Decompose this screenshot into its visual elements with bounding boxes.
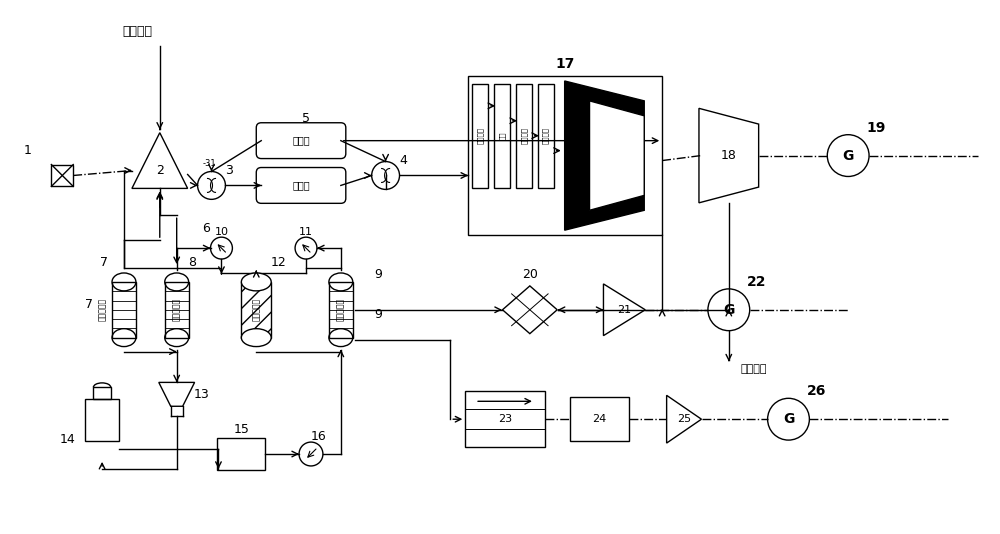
Text: 回冷换热器: 回冷换热器 <box>98 298 107 321</box>
Bar <box>165 282 189 337</box>
Text: 5: 5 <box>302 112 310 125</box>
Text: 15: 15 <box>233 422 249 436</box>
Text: 蓄冷换热器: 蓄冷换热器 <box>336 298 345 321</box>
Polygon shape <box>590 101 644 210</box>
Text: 26: 26 <box>807 384 826 398</box>
Text: 24: 24 <box>592 414 607 424</box>
Text: 4: 4 <box>400 154 407 167</box>
Text: 7: 7 <box>100 256 108 269</box>
Text: 9: 9 <box>375 269 383 281</box>
Bar <box>468 76 662 235</box>
Text: 23: 23 <box>498 414 512 424</box>
Bar <box>570 397 629 441</box>
Bar <box>538 84 554 189</box>
Bar <box>93 387 111 399</box>
Text: 16: 16 <box>311 430 327 443</box>
Text: 9: 9 <box>375 308 383 321</box>
Polygon shape <box>565 81 644 230</box>
Text: 12: 12 <box>270 256 286 269</box>
Bar <box>494 84 510 189</box>
Text: 19: 19 <box>866 121 886 135</box>
Text: 11: 11 <box>299 227 313 237</box>
Ellipse shape <box>241 329 271 347</box>
Text: 25: 25 <box>677 414 691 424</box>
Text: 10: 10 <box>214 227 228 237</box>
Text: 来自大气: 来自大气 <box>122 25 152 38</box>
Text: 21: 21 <box>617 305 631 315</box>
Text: 稀释空气: 稀释空气 <box>477 127 483 144</box>
Text: 储热罐: 储热罐 <box>292 180 310 191</box>
Text: -31: -31 <box>203 159 216 168</box>
Text: 22: 22 <box>747 275 766 289</box>
Text: 13: 13 <box>194 388 209 401</box>
Text: 17: 17 <box>555 57 575 71</box>
Text: 18: 18 <box>721 149 737 162</box>
Text: 3: 3 <box>225 164 233 177</box>
Text: 燃换空气: 燃换空气 <box>521 127 527 144</box>
Text: 6: 6 <box>203 222 210 235</box>
Bar <box>472 84 488 189</box>
Bar <box>516 84 532 189</box>
Ellipse shape <box>241 273 271 291</box>
Text: 7: 7 <box>85 299 93 311</box>
Text: 14: 14 <box>59 433 75 445</box>
Bar <box>465 391 545 447</box>
Text: 1: 1 <box>24 144 31 157</box>
Text: 储冷罐: 储冷罐 <box>292 136 310 146</box>
Bar <box>217 438 265 470</box>
Bar <box>85 399 119 441</box>
Text: 20: 20 <box>522 269 538 281</box>
Bar <box>51 164 73 186</box>
Text: 排至大气: 排至大气 <box>740 365 767 374</box>
Text: G: G <box>783 412 794 426</box>
Text: G: G <box>842 148 854 162</box>
Text: 蓄冷换热器: 蓄冷换热器 <box>172 298 181 321</box>
Text: 2: 2 <box>156 164 164 177</box>
Text: 蓄冷填充床: 蓄冷填充床 <box>252 298 261 321</box>
Text: 稀释空气: 稀释空气 <box>542 127 549 144</box>
Bar <box>329 282 353 337</box>
Bar <box>112 282 136 337</box>
Bar <box>241 282 271 337</box>
Text: 8: 8 <box>189 256 197 269</box>
Text: 燃料: 燃料 <box>499 131 505 140</box>
Text: G: G <box>723 303 734 317</box>
